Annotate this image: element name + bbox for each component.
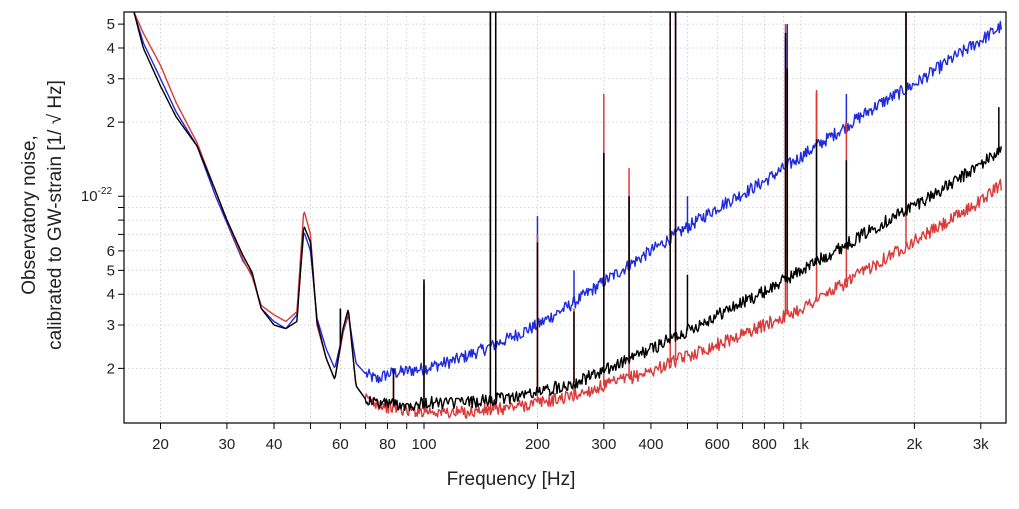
x-tick-label: 60 xyxy=(332,436,349,453)
y-tick-label: 3 xyxy=(107,317,115,334)
series-line xyxy=(133,11,1002,412)
y-axis-title: Observatory noise, calibrated to GW-stra… xyxy=(19,80,66,350)
axes: 20 30 40 60 80 100 200 300 400 600 800 1k 2k 3k 2 3 4 5 6 2… xyxy=(81,16,989,453)
series-layer xyxy=(133,11,1002,419)
x-tick-label: 1k xyxy=(793,436,809,453)
y-axis-title-line2: calibrated to GW-strain [1/ √ Hz] xyxy=(45,80,66,350)
series-line xyxy=(133,11,1002,384)
x-tick-label: 40 xyxy=(266,436,283,453)
y-tick-label: 6 xyxy=(107,243,115,260)
plot-frame xyxy=(123,11,1007,424)
x-tick-label: 300 xyxy=(591,436,616,453)
x-tick-label: 400 xyxy=(638,436,663,453)
x-tick-label: 30 xyxy=(219,436,236,453)
y-tick-label: 2 xyxy=(107,114,115,131)
x-tick-label: 2k xyxy=(906,436,922,453)
x-axis-title: Frequency [Hz] xyxy=(447,469,576,490)
x-tick-label: 20 xyxy=(152,436,169,453)
y-tick-label: 3 xyxy=(107,71,115,88)
y-axis-title-line1: Observatory noise, xyxy=(19,135,40,294)
x-tick-label: 800 xyxy=(752,436,777,453)
y-tick-label: 5 xyxy=(107,16,115,33)
x-tick-label: 3k xyxy=(973,436,989,453)
x-tick-label: 100 xyxy=(411,436,436,453)
y-tick-label: 2 xyxy=(107,360,115,377)
grid-lines xyxy=(124,12,1006,423)
x-tick-label: 600 xyxy=(705,436,730,453)
y-tick-label: 4 xyxy=(107,40,115,57)
series-line xyxy=(133,11,1002,419)
y-tick-label: 4 xyxy=(107,286,115,303)
y-decade-label: 10-22 xyxy=(81,186,113,205)
x-tick-label: 80 xyxy=(379,436,396,453)
x-tick-label: 200 xyxy=(525,436,550,453)
y-tick-label: 5 xyxy=(107,262,115,279)
